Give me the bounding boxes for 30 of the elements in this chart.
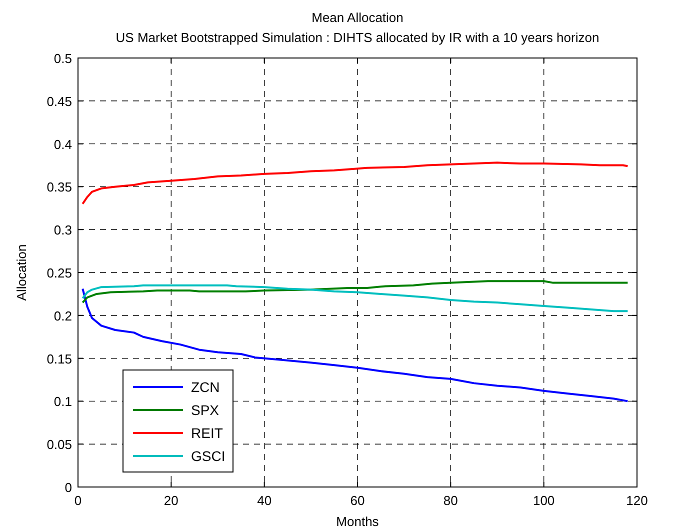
- y-tick-label: 0.4: [54, 136, 72, 152]
- line-series: [82, 284, 629, 312]
- y-tick-label: 0.05: [46, 437, 72, 452]
- x-axis-title: Months: [336, 514, 380, 529]
- y-tick-label: 0.45: [46, 94, 72, 109]
- x-tick-label: 40: [257, 493, 272, 508]
- x-tick-label: 0: [74, 493, 82, 508]
- y-tick-label: 0.5: [54, 51, 72, 66]
- y-axis-title: Allocation: [14, 244, 29, 301]
- x-tick-label: 60: [350, 493, 365, 508]
- chart-subtitle: US Market Bootstrapped Simulation : DIHTS allocated by IR with a 10 years horizon: [116, 30, 600, 45]
- x-tick-label: 20: [164, 493, 178, 508]
- y-tick-label: 0.1: [54, 394, 72, 410]
- y-tick-label: 0.25: [46, 266, 72, 280]
- line-series: [82, 162, 629, 205]
- legend-label: SPX: [191, 402, 220, 418]
- x-tick-label: 100: [532, 493, 555, 508]
- legend-label: GSCI: [191, 448, 226, 464]
- y-tick-label: 0: [64, 480, 72, 495]
- x-tick-label: 120: [626, 493, 648, 508]
- line-series: [82, 288, 629, 402]
- legend-label: ZCN: [191, 379, 220, 395]
- y-tick-label: 0.35: [46, 180, 72, 195]
- y-tick-label: 0.2: [54, 308, 72, 324]
- y-tick-label: 0.15: [46, 351, 72, 366]
- x-tick-label: 80: [443, 493, 458, 508]
- chart-title: Mean Allocation: [312, 10, 404, 25]
- y-tick-label: 0.3: [54, 222, 72, 238]
- legend-label: REIT: [191, 425, 224, 441]
- line-series: [82, 280, 629, 304]
